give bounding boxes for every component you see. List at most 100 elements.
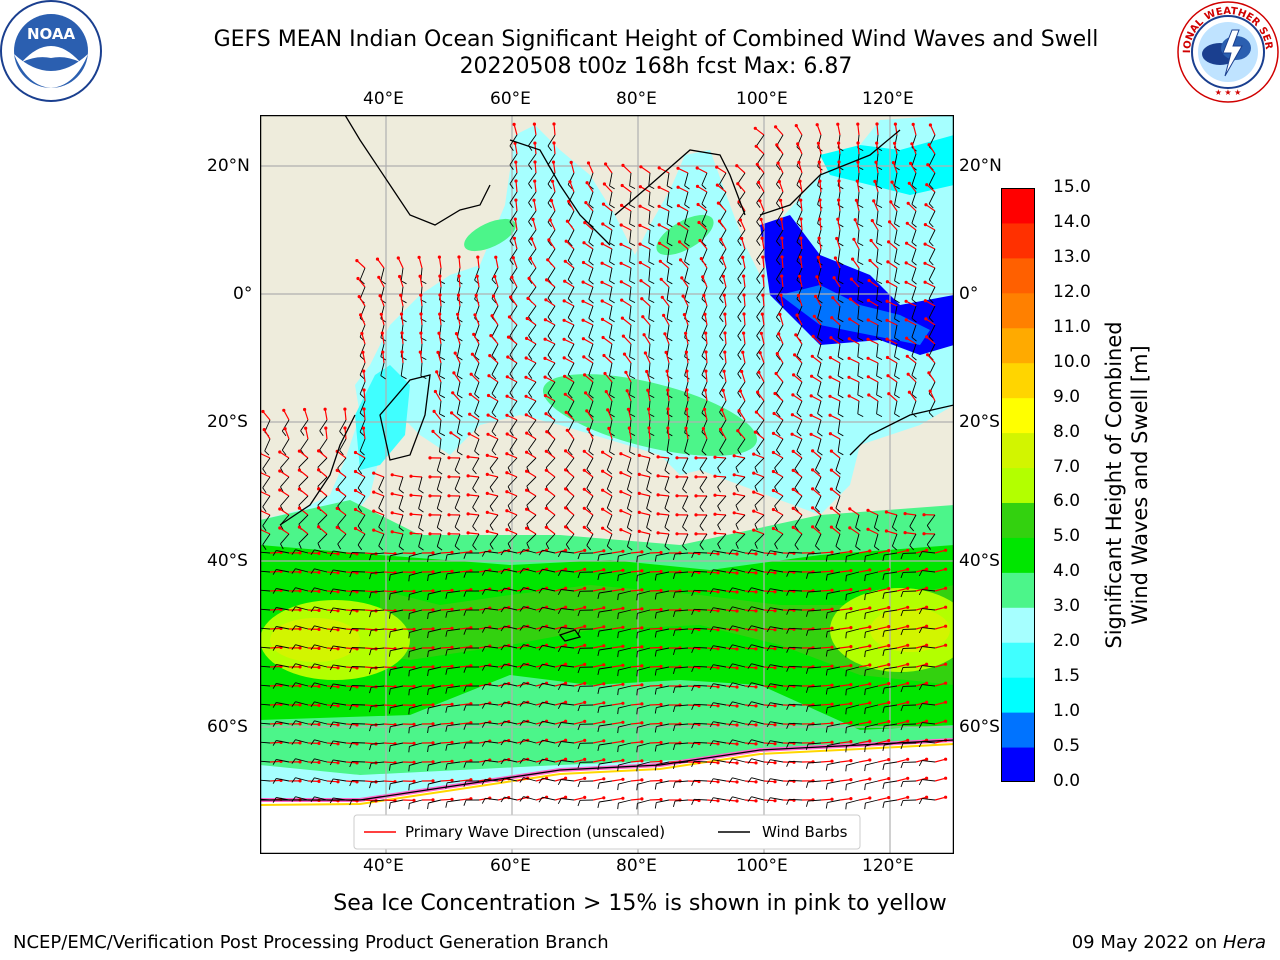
wind-barb	[567, 229, 575, 242]
wind-barb	[817, 381, 822, 395]
wave-direction-arrow	[744, 552, 757, 555]
wave-direction-arrowhead	[716, 723, 720, 727]
wind-barb	[682, 514, 689, 527]
wave-direction-arrowhead	[372, 509, 376, 513]
wave-direction-arrowhead	[699, 257, 703, 261]
wind-barb	[817, 153, 822, 167]
wind-barb	[637, 799, 651, 804]
wave-direction-arrowhead	[390, 530, 394, 534]
wave-direction-arrow	[706, 799, 719, 802]
wind-barb-flag	[719, 411, 724, 418]
wind-barb-flag	[472, 545, 477, 551]
wind-barb	[788, 741, 803, 744]
wave-direction-arrowhead	[923, 261, 927, 265]
wind-barb-flag	[672, 800, 676, 808]
lon-tick-top: 120°E	[862, 89, 914, 109]
wind-barb	[489, 514, 499, 526]
wind-barb-flag	[291, 625, 296, 631]
wind-barb-flag	[489, 506, 494, 512]
wave-direction-arrowhead	[525, 316, 529, 321]
wave-direction-arrowhead	[643, 351, 647, 355]
wave-direction-arrow	[468, 433, 480, 440]
wave-direction-arrow	[929, 390, 936, 402]
wind-barb	[857, 267, 860, 281]
wind-barb-flag	[766, 664, 771, 671]
wind-barb	[648, 305, 651, 319]
wave-direction-arrow	[649, 722, 662, 725]
wave-direction-arrow	[630, 570, 642, 573]
wind-barb-flag	[481, 760, 486, 766]
wave-direction-arrow	[877, 721, 889, 725]
wave-direction-arrow	[763, 609, 776, 612]
wind-barb	[827, 590, 841, 595]
wind-barb	[891, 514, 898, 528]
wave-direction-arrowhead	[924, 203, 928, 207]
wind-barb	[911, 381, 917, 395]
wind-barb-flag	[805, 743, 809, 750]
wave-direction-arrowhead	[640, 664, 644, 668]
wind-barb-flag	[864, 708, 866, 715]
wave-direction-arrowhead	[794, 124, 798, 128]
wind-barb-flag	[646, 508, 652, 513]
wave-direction-arrowhead	[887, 720, 891, 724]
wave-direction-arrowhead	[906, 548, 910, 552]
wind-barb-flag	[699, 525, 704, 531]
wind-barb-flag	[291, 720, 296, 726]
wind-barb-flag	[463, 799, 467, 806]
wave-direction-arrow	[792, 469, 803, 478]
wind-barb	[314, 682, 328, 687]
wave-direction-arrow	[526, 489, 537, 497]
wave-direction-arrowhead	[486, 413, 490, 417]
wave-direction-arrow	[855, 200, 860, 212]
wind-barb	[474, 438, 480, 452]
wave-direction-arrowhead	[925, 548, 929, 552]
wave-direction-arrowhead	[681, 294, 685, 298]
wind-barb-flag	[310, 663, 315, 669]
wind-barb	[359, 286, 366, 300]
wind-barb-flag	[291, 701, 296, 707]
wind-barb	[409, 628, 423, 633]
wave-direction-arrow	[459, 684, 471, 687]
wind-barb-flag	[857, 394, 864, 399]
wave-direction-arrow	[304, 409, 309, 421]
wind-barb	[776, 248, 784, 261]
wind-barb	[390, 571, 404, 576]
wind-barb-flag	[766, 626, 771, 633]
wind-barb-flag	[357, 487, 363, 494]
wave-direction-arrowhead	[811, 334, 815, 338]
wave-direction-arrowhead	[904, 261, 908, 265]
wave-direction-arrowhead	[543, 394, 547, 398]
wave-direction-arrowhead	[524, 394, 528, 398]
wind-barb-flag	[629, 337, 636, 342]
wind-barb	[547, 286, 556, 299]
wind-barb	[609, 191, 613, 205]
wave-direction-arrowhead	[828, 413, 832, 417]
wave-direction-arrowhead	[868, 777, 872, 781]
wind-barb-flag	[900, 800, 904, 807]
wind-barb	[656, 647, 670, 652]
wind-barb	[788, 646, 803, 649]
wind-barb	[894, 191, 898, 205]
wind-barb	[719, 381, 727, 394]
wave-direction-arrowhead	[830, 683, 834, 687]
wave-direction-arrow	[554, 758, 566, 763]
wave-direction-arrowhead	[870, 219, 874, 223]
wind-barb-flag	[654, 688, 657, 695]
wind-barb	[260, 570, 271, 573]
wind-barb	[894, 153, 898, 167]
wind-barb	[701, 286, 708, 300]
wind-barb-flag	[654, 612, 657, 619]
wave-direction-arrowhead	[469, 740, 473, 744]
wind-barb	[504, 568, 518, 573]
wave-direction-arrowhead	[829, 525, 834, 529]
wind-barb-flag	[349, 666, 353, 673]
wind-barb-flag	[709, 702, 714, 709]
wave-direction-arrow	[797, 295, 803, 307]
wave-direction-arrowhead	[676, 185, 680, 189]
wind-barb	[436, 495, 442, 509]
wind-barb	[732, 663, 746, 668]
wind-barb	[827, 666, 841, 671]
wave-direction-arrow	[459, 608, 471, 611]
wind-barb	[717, 476, 727, 488]
wave-direction-arrow	[592, 683, 604, 687]
